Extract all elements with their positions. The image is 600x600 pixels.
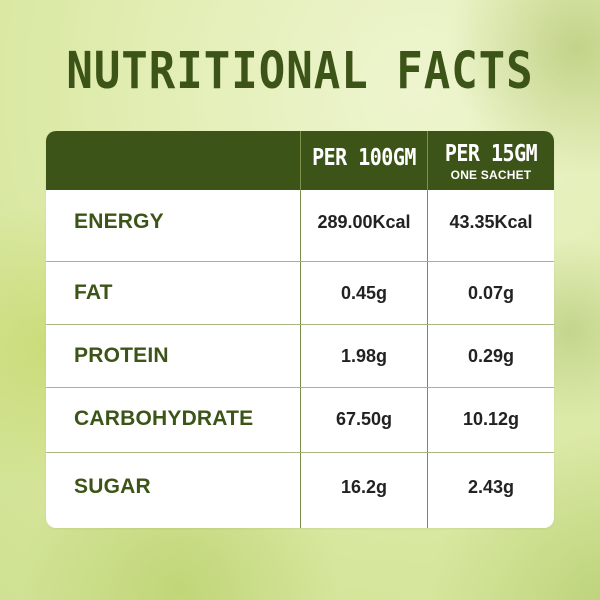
value-per-100gm: 67.50g (335, 409, 393, 429)
value-per-15gm: 0.29g (467, 346, 515, 366)
row-divider (46, 452, 554, 453)
row-label: FAT (74, 281, 113, 304)
value-per-100gm: 0.45g (340, 283, 388, 303)
value-per-15gm: 0.07g (467, 283, 515, 303)
value-per-100gm: 289.00Kcal (317, 212, 411, 232)
table-row-protein: PROTEIN 1.98g 0.29g (46, 324, 554, 388)
table-row-carbohydrate: CARBOHYDRATE 67.50g 10.12g (46, 387, 554, 451)
row-divider (46, 324, 554, 325)
row-label: SUGAR (74, 475, 151, 498)
column-divider-2 (427, 131, 428, 528)
column-header-per-100gm-main: PER 100GM (312, 143, 416, 171)
row-label: ENERGY (74, 210, 164, 233)
table-row-sugar: SUGAR 16.2g 2.43g (46, 455, 554, 519)
value-per-100gm: 1.98g (340, 346, 388, 366)
row-label: CARBOHYDRATE (74, 407, 254, 430)
row-divider (46, 387, 554, 388)
table-row-energy: ENERGY 289.00Kcal 43.35Kcal (46, 190, 554, 254)
column-header-per-15gm: PER 15GM ONE SACHET (428, 131, 554, 190)
page-title: NUTRITIONAL FACTS (66, 42, 534, 101)
column-header-per-15gm-main: PER 15GM (444, 139, 538, 167)
nutrition-table: PER 100GM PER 15GM ONE SACHET ENERGY 289… (46, 131, 554, 528)
row-label: PROTEIN (74, 344, 169, 367)
value-per-15gm: 2.43g (467, 477, 515, 497)
column-divider-1 (300, 131, 301, 528)
column-header-per-15gm-sub: ONE SACHET (450, 168, 532, 182)
value-per-100gm: 16.2g (340, 477, 388, 497)
row-divider (46, 261, 554, 262)
value-per-15gm: 10.12g (462, 409, 520, 429)
column-header-per-100gm: PER 100GM (301, 131, 427, 190)
table-row-fat: FAT 0.45g 0.07g (46, 261, 554, 325)
value-per-15gm: 43.35Kcal (449, 212, 533, 232)
